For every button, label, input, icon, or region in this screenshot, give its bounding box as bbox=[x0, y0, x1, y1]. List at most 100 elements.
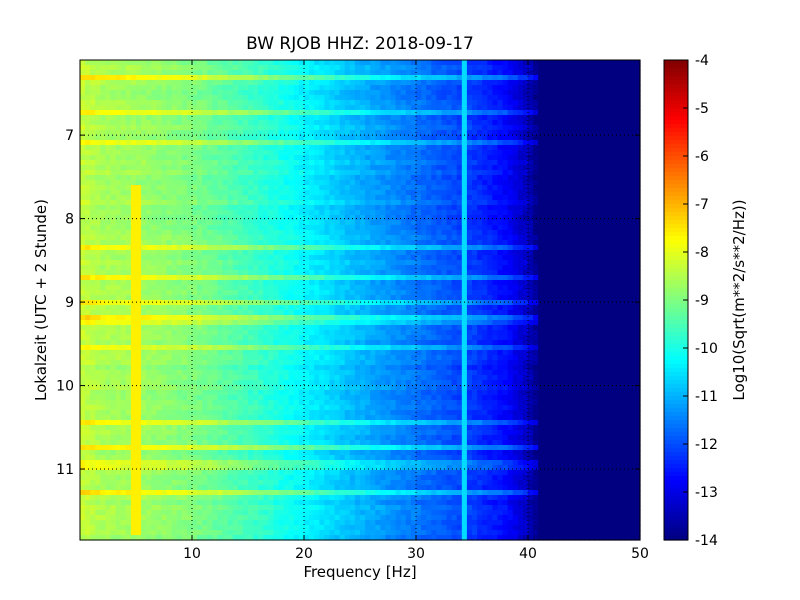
spectrogram-cell bbox=[80, 230, 86, 236]
spectrogram-cell bbox=[609, 245, 616, 251]
spectrogram-cell bbox=[90, 180, 96, 186]
spectrogram-cell bbox=[349, 225, 356, 231]
spectrogram-cell bbox=[436, 220, 443, 226]
spectrogram-cell bbox=[634, 195, 641, 201]
spectrogram-cell bbox=[584, 275, 590, 281]
spectrogram-cell bbox=[354, 190, 361, 196]
spectrogram-cell bbox=[242, 100, 249, 106]
spectrogram-cell bbox=[410, 280, 417, 286]
spectrogram-cell bbox=[614, 240, 621, 246]
spectrogram-cell bbox=[319, 190, 325, 196]
spectrogram-cell bbox=[110, 205, 117, 211]
spectrogram-cell bbox=[217, 195, 224, 201]
spectrogram-cell bbox=[548, 70, 555, 76]
spectrogram-cell bbox=[543, 265, 549, 271]
spectrogram-cell bbox=[242, 145, 249, 151]
spectrogram-cell bbox=[553, 65, 560, 71]
spectrogram-cell bbox=[390, 65, 397, 71]
spectrogram-cell bbox=[604, 200, 611, 206]
spectrogram-cell bbox=[217, 260, 224, 266]
spectrogram-cell bbox=[380, 115, 387, 121]
spectrogram-cell bbox=[441, 265, 448, 271]
spectrogram-cell bbox=[421, 125, 427, 131]
spectrogram-cell bbox=[624, 95, 631, 101]
spectrogram-cell bbox=[410, 265, 417, 271]
spectrogram-cell bbox=[329, 180, 336, 186]
spectrogram-cell bbox=[304, 170, 310, 176]
spectrogram-cell bbox=[502, 110, 509, 116]
spectrogram-cell bbox=[512, 190, 519, 196]
spectrogram-cell bbox=[186, 240, 193, 246]
spectrogram-cell bbox=[619, 245, 626, 251]
spectrogram-cell bbox=[354, 255, 361, 261]
spectrogram-cell bbox=[298, 110, 305, 116]
spectrogram-cell bbox=[354, 105, 361, 111]
spectrogram-cell bbox=[151, 140, 157, 146]
spectrogram-cell bbox=[594, 165, 600, 171]
spectrogram-cell bbox=[339, 230, 346, 236]
spectrogram-cell bbox=[176, 170, 183, 176]
spectrogram-cell bbox=[507, 135, 514, 141]
spectrogram-cell bbox=[380, 260, 387, 266]
spectrogram-cell bbox=[461, 220, 468, 226]
spectrogram-cell bbox=[533, 60, 539, 66]
spectrogram-cell bbox=[314, 135, 320, 141]
spectrogram-cell bbox=[629, 105, 636, 111]
spectrogram-cell bbox=[375, 215, 381, 221]
spectrogram-cell bbox=[339, 245, 346, 251]
spectrogram-cell bbox=[385, 175, 392, 181]
spectrogram-cell bbox=[370, 225, 376, 231]
spectrogram-cell bbox=[227, 220, 234, 226]
spectrogram-cell bbox=[334, 235, 341, 241]
spectrogram-cell bbox=[268, 170, 275, 176]
spectrogram-cell bbox=[426, 255, 432, 261]
spectrogram-cell bbox=[161, 270, 168, 276]
spectrogram-cell bbox=[619, 70, 626, 76]
spectrogram-cell bbox=[436, 175, 443, 181]
spectrogram-cell bbox=[115, 85, 122, 91]
spectrogram-cell bbox=[599, 270, 605, 276]
spectrogram-cell bbox=[477, 255, 483, 261]
spectrogram-cell bbox=[375, 70, 381, 76]
spectrogram-cell bbox=[517, 260, 524, 266]
spectrogram-cell bbox=[380, 255, 387, 261]
spectrogram-cell bbox=[217, 115, 224, 121]
spectrogram-cell bbox=[151, 285, 157, 291]
spectrogram-cell bbox=[192, 180, 198, 186]
spectrogram-cell bbox=[360, 210, 366, 216]
spectrogram-cell bbox=[390, 170, 397, 176]
spectrogram-cell bbox=[629, 215, 636, 221]
spectrogram-cell bbox=[192, 100, 198, 106]
spectrogram-cell bbox=[441, 125, 448, 131]
spectrogram-cell bbox=[227, 260, 234, 266]
spectrogram-cell bbox=[573, 185, 580, 191]
spectrogram-cell bbox=[492, 115, 499, 121]
spectrogram-cell bbox=[507, 210, 514, 216]
spectrogram-cell bbox=[237, 150, 244, 156]
spectrogram-cell bbox=[253, 140, 259, 146]
spectrogram-cell bbox=[354, 110, 361, 116]
spectrogram-cell bbox=[395, 150, 402, 156]
spectrogram-cell bbox=[283, 60, 290, 66]
spectrogram-cell bbox=[217, 250, 224, 256]
spectrogram-cell bbox=[487, 260, 493, 266]
spectrogram-cell bbox=[105, 250, 112, 256]
spectrogram-cell bbox=[136, 60, 142, 66]
spectrogram-cell bbox=[528, 95, 534, 101]
spectrogram-cell bbox=[482, 90, 488, 96]
spectrogram-cell bbox=[141, 70, 147, 76]
spectrogram-cell bbox=[278, 270, 285, 276]
spectrogram-cell bbox=[441, 200, 448, 206]
spectrogram-cell bbox=[568, 75, 575, 81]
spectrogram-cell bbox=[365, 180, 371, 186]
spectrogram-cell bbox=[105, 125, 112, 131]
spectrogram-cell bbox=[90, 260, 96, 266]
spectrogram-cell bbox=[354, 95, 361, 101]
spectrogram-cell bbox=[110, 275, 117, 281]
spectrogram-cell bbox=[395, 195, 402, 201]
spectrogram-cell bbox=[578, 175, 585, 181]
spectrogram-cell bbox=[604, 265, 611, 271]
spectrogram-cell bbox=[558, 65, 565, 71]
spectrogram-cell bbox=[278, 160, 285, 166]
spectrogram-cell bbox=[594, 140, 600, 146]
